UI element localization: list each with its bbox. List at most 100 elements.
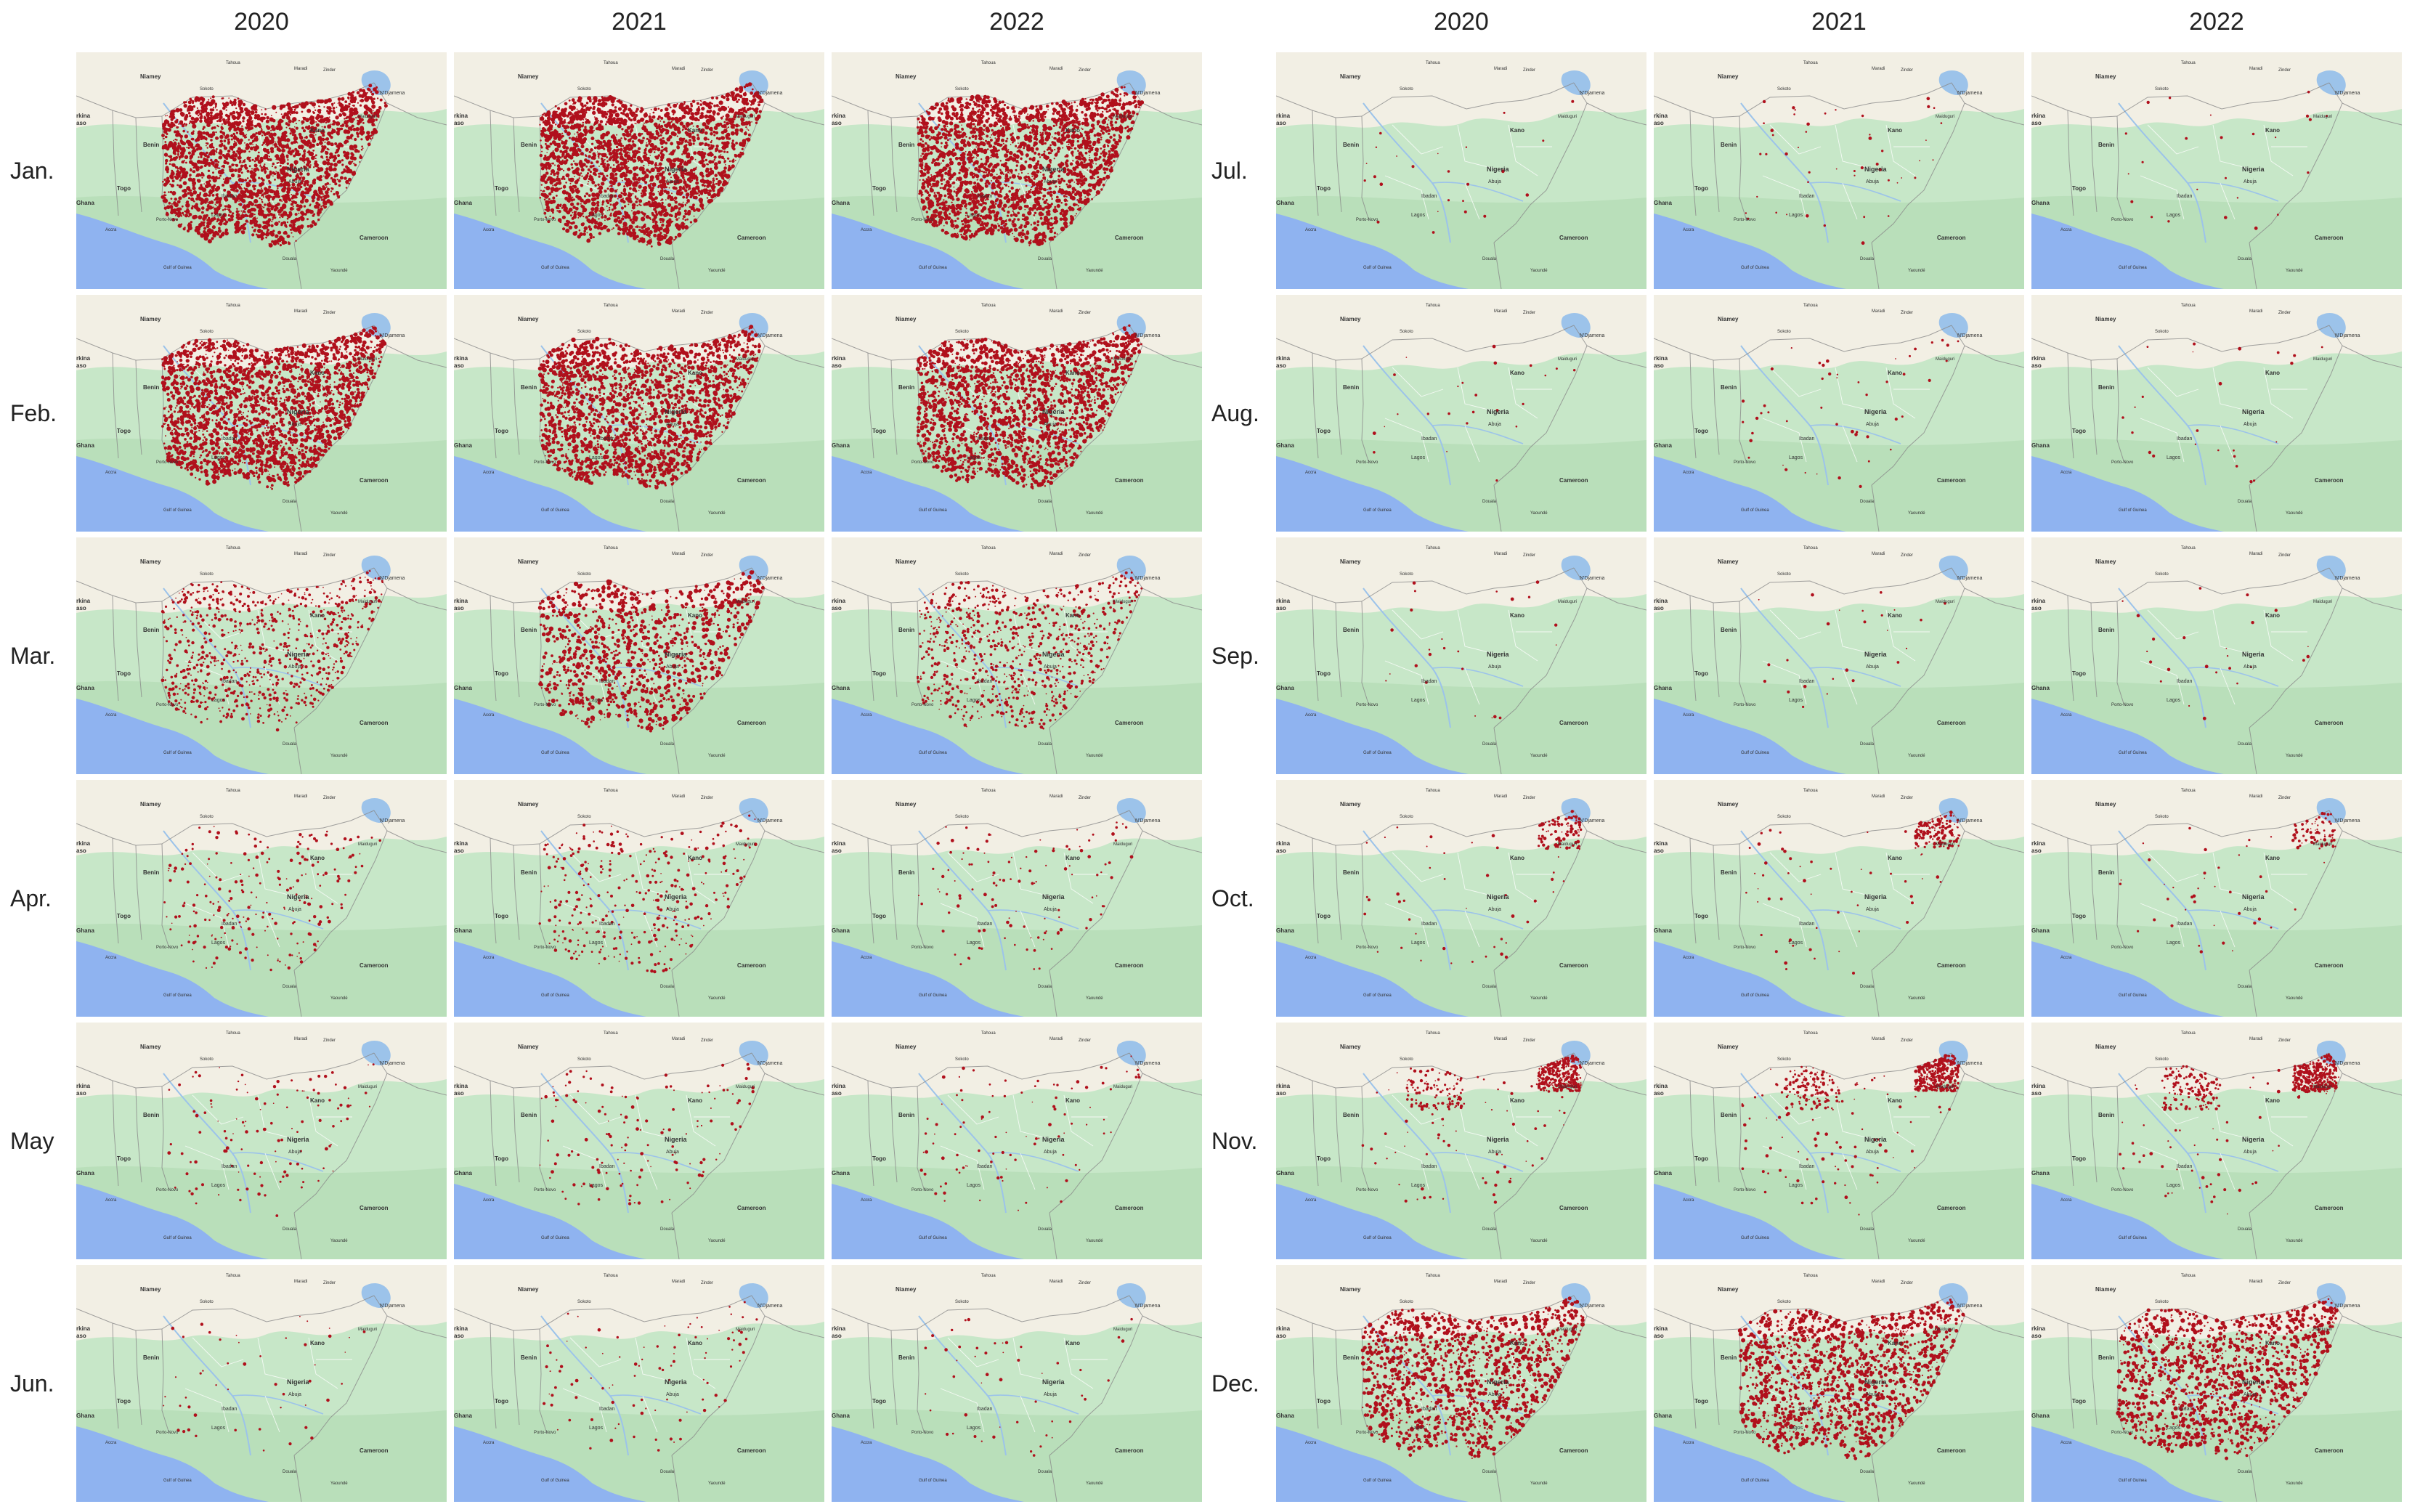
fire-point <box>215 131 217 134</box>
fire-point <box>176 150 180 153</box>
fire-point <box>301 180 304 182</box>
fire-point <box>675 237 677 240</box>
fire-point <box>328 167 333 172</box>
fire-point <box>298 226 300 228</box>
fire-point <box>175 219 178 221</box>
fire-point <box>217 160 220 163</box>
fire-point <box>643 180 646 183</box>
place-label: rkina <box>454 113 468 119</box>
fire-point <box>564 129 568 134</box>
fire-point <box>575 126 578 129</box>
fire-point <box>359 155 363 160</box>
fire-point <box>328 149 330 150</box>
fire-point <box>286 167 291 171</box>
fire-point <box>207 239 212 244</box>
fire-point <box>285 198 288 200</box>
fire-point <box>629 219 633 221</box>
fire-point <box>269 230 274 235</box>
fire-point <box>161 195 165 199</box>
fire-point <box>563 126 567 130</box>
fire-point <box>545 200 548 204</box>
fire-point <box>556 167 561 171</box>
fire-point <box>312 126 313 128</box>
fire-point <box>237 97 240 100</box>
fire-point <box>601 172 604 176</box>
fire-point <box>290 107 293 110</box>
fire-point <box>585 174 589 178</box>
fire-point <box>235 210 239 214</box>
fire-point <box>236 208 237 210</box>
fire-point <box>324 183 328 186</box>
fire-point <box>634 123 636 124</box>
fire-point <box>300 216 305 221</box>
fire-point <box>604 219 606 221</box>
fire-point <box>278 221 280 223</box>
fire-point <box>641 237 644 240</box>
fire-point <box>599 120 604 123</box>
fire-point <box>248 159 251 163</box>
fire-point <box>744 131 747 136</box>
fire-point <box>164 146 167 148</box>
fire-point <box>600 163 602 166</box>
fire-point <box>314 155 316 158</box>
fire-point <box>205 131 210 136</box>
fire-point <box>222 142 224 145</box>
fire-point <box>372 137 373 139</box>
fire-point <box>321 126 323 128</box>
fire-point <box>730 94 732 97</box>
fire-point <box>626 126 631 130</box>
fire-point <box>638 203 641 206</box>
fire-point <box>222 171 225 174</box>
fire-point <box>545 171 549 175</box>
fire-point <box>349 107 354 113</box>
fire-point <box>685 121 690 127</box>
fire-point <box>637 176 641 182</box>
fire-point <box>217 167 219 169</box>
fire-point <box>283 211 288 216</box>
fire-point <box>224 135 228 139</box>
fire-point <box>211 127 214 130</box>
fire-point <box>178 196 182 200</box>
fire-point <box>182 176 184 178</box>
fire-point <box>606 228 611 232</box>
fire-point <box>264 203 267 206</box>
fire-point <box>221 168 224 172</box>
fire-point <box>241 125 243 127</box>
fire-point <box>563 155 567 160</box>
fire-point <box>173 123 176 126</box>
fire-point <box>747 107 750 111</box>
fire-point <box>636 107 639 111</box>
fire-point <box>191 162 195 166</box>
fire-point <box>606 206 608 207</box>
fire-point <box>697 134 699 137</box>
fire-point <box>585 159 590 164</box>
fire-point <box>275 155 277 158</box>
fire-point <box>285 126 288 129</box>
fire-point <box>715 150 718 153</box>
fire-point <box>238 210 240 212</box>
fire-point <box>165 212 169 216</box>
fire-point <box>279 182 283 187</box>
fire-point <box>597 155 600 158</box>
fire-point <box>280 221 284 225</box>
fire-point <box>169 174 174 179</box>
fire-point <box>592 236 595 239</box>
fire-point <box>251 175 256 180</box>
fire-point <box>713 126 718 130</box>
fire-point <box>270 115 272 116</box>
fire-point <box>616 153 618 155</box>
fire-point <box>657 154 661 157</box>
fire-point <box>718 150 721 153</box>
fire-point <box>215 136 219 140</box>
fire-point <box>261 187 262 190</box>
fire-point <box>622 225 625 227</box>
fire-point <box>237 232 239 234</box>
fire-point <box>259 156 264 160</box>
fire-point <box>720 154 722 156</box>
fire-point <box>569 221 572 224</box>
fire-point <box>666 182 670 185</box>
fire-point <box>333 156 338 160</box>
fire-point <box>176 169 179 172</box>
fire-point <box>163 183 166 187</box>
